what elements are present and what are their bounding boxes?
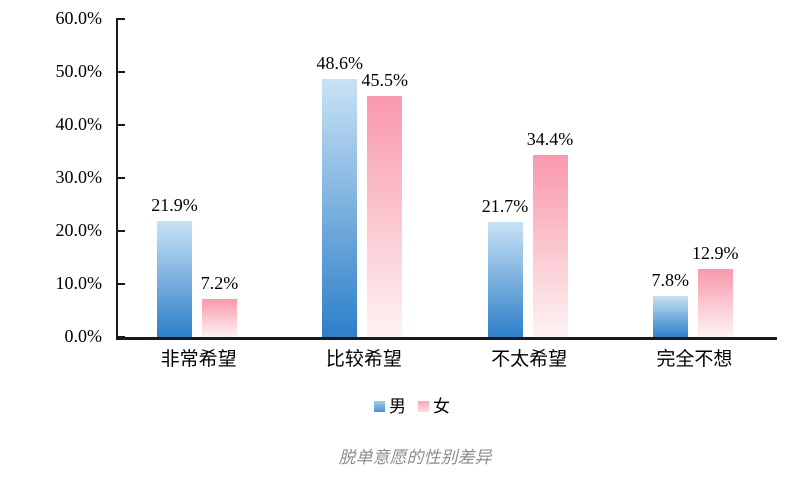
y-tick-mark-20 [116,230,125,232]
y-tick-mark-40 [116,124,125,126]
legend-swatch-male-icon [374,401,385,412]
y-axis-line [116,19,118,340]
y-tick-mark-50 [116,71,125,73]
bar-value-label-male-0: 21.9% [151,194,198,215]
y-tick-mark-60 [116,18,125,20]
bar-male-2 [487,222,523,337]
y-tick-mark-10 [116,283,125,285]
legend-item-female: 女 [418,398,450,415]
chart-legend: 男女 [0,398,800,415]
legend-label-female: 女 [433,397,450,416]
chart-caption: 脱单意愿的性别差异 [338,448,492,468]
y-axis-labels: 0.0% 10.0% 20.0% 30.0% 40.0% 50.0% 60.0% [0,9,103,346]
x-axis-line [116,337,777,340]
bar-female-2 [532,154,568,337]
bar-male-1 [322,79,358,337]
y-tick-label-0: 0.0% [64,326,103,346]
legend-swatch-female-icon [418,401,429,412]
y-tick-label-10: 10.0% [55,273,103,293]
bar-male-0 [157,220,192,337]
x-axis-labels: 非常希望 比较希望 不太希望 完全不想 [116,348,777,372]
y-tick-label-20: 20.0% [55,220,103,240]
plot-area: 21.9% 7.2% 48.6% 45.5% 21.7% 34.4% 7.8% 12.9% [116,18,777,340]
bar-value-label-male-3: 7.8% [651,269,690,290]
bar-value-label-female-3: 12.9% [692,242,739,263]
y-tick-label-60: 60.0% [55,8,103,28]
x-tick-label-2: 不太希望 [491,349,568,370]
bar-value-label-male-2: 21.7% [481,196,529,216]
bar-male-3 [652,295,688,337]
legend-label-male: 男 [389,397,406,416]
y-tick-mark-30 [116,177,125,179]
legend-item-male: 男 [374,398,406,415]
y-tick-label-30: 30.0% [55,167,103,187]
y-tick-label-40: 40.0% [55,114,103,134]
bar-female-3 [697,268,733,337]
bar-value-label-female-1: 45.5% [361,69,409,90]
bar-female-0 [202,298,237,337]
x-tick-label-1: 比较希望 [325,349,402,370]
x-tick-label-0: 非常希望 [160,349,237,370]
bar-female-1 [367,95,403,337]
x-tick-label-3: 完全不想 [656,349,733,370]
bar-value-label-female-2: 34.4% [526,128,574,149]
y-tick-label-50: 50.0% [55,61,103,81]
bar-value-label-male-1: 48.6% [316,53,364,74]
bar-value-label-female-0: 7.2% [200,272,239,293]
y-tick-mark-0 [116,336,125,338]
